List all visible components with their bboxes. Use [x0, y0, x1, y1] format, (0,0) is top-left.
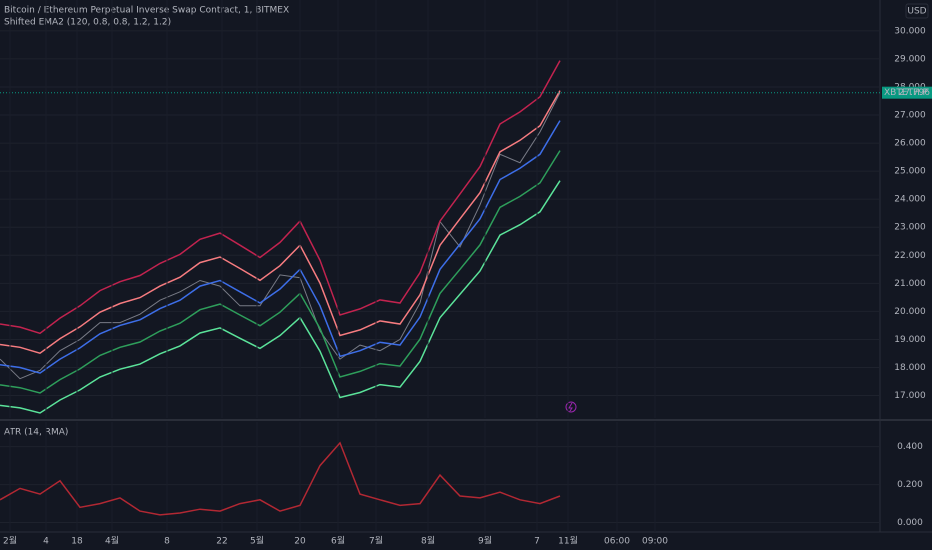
y-tick-label: 26.000 [894, 139, 926, 149]
y-tick-label: 0.400 [897, 442, 923, 452]
indicator-title: ATR (14, RMA) [4, 428, 68, 438]
x-tick-label: 5월 [250, 535, 264, 547]
series-line [0, 60, 561, 335]
x-tick-label: 9월 [478, 535, 492, 547]
event-icon-bolt [568, 402, 573, 412]
x-tick-label: 22 [216, 537, 227, 547]
x-tick-label: 7월 [369, 535, 383, 547]
series-line [0, 441, 561, 516]
series-line [0, 90, 561, 355]
x-tick-label: 8월 [421, 535, 435, 547]
currency-box[interactable] [905, 3, 929, 19]
y-tick-label: 30.000 [894, 26, 926, 36]
series-line [0, 180, 561, 414]
series-line [0, 92, 561, 380]
price-tag-value: 27.796 [899, 88, 931, 98]
series-line [0, 120, 561, 374]
x-tick-label: 06:00 [604, 537, 630, 547]
y-tick-label: 20.000 [894, 307, 926, 317]
y-tick-label: 27.000 [894, 111, 926, 121]
x-tick-label: 18 [71, 537, 83, 547]
x-tick-label: 8 [164, 537, 170, 547]
y-tick-label: 17.000 [894, 391, 926, 401]
y-tick-label: 25.000 [894, 167, 926, 177]
y-tick-label: 22.000 [894, 251, 926, 261]
x-tick-label: 11월 [558, 535, 578, 547]
price-tag [882, 86, 932, 99]
series-line [0, 150, 561, 394]
y-tick-label: 24.000 [894, 195, 926, 205]
y-tick-label: 29.000 [894, 54, 926, 64]
y-tick-label: 0.200 [897, 480, 923, 490]
y-tick-label: 23.000 [894, 223, 926, 233]
y-tick-label: 0.000 [897, 518, 923, 528]
event-icon[interactable] [565, 401, 577, 413]
currency[interactable]: USD [907, 7, 926, 17]
y-tick-label: 21.000 [894, 279, 926, 289]
x-tick-label: 7 [534, 537, 540, 547]
x-tick-label: 4월 [105, 535, 119, 547]
x-tick-label: 09:00 [642, 537, 668, 547]
x-tick-label: 4 [43, 537, 49, 547]
indicator-title: Shifted EMA2 (120, 0.8, 0.8, 1.2, 1.2) [4, 18, 171, 28]
x-tick-label: 20 [294, 537, 306, 547]
y-tick-label: 18.000 [894, 363, 926, 373]
y-tick-label: 19.000 [894, 335, 926, 345]
price-tag-symbol: XBTETH.P [884, 88, 928, 98]
chart-title: Bitcoin / Ethereum Perpetual Inverse Swa… [4, 6, 289, 16]
x-tick-label: 2월 [3, 535, 17, 547]
x-tick-label: 6월 [331, 535, 345, 547]
